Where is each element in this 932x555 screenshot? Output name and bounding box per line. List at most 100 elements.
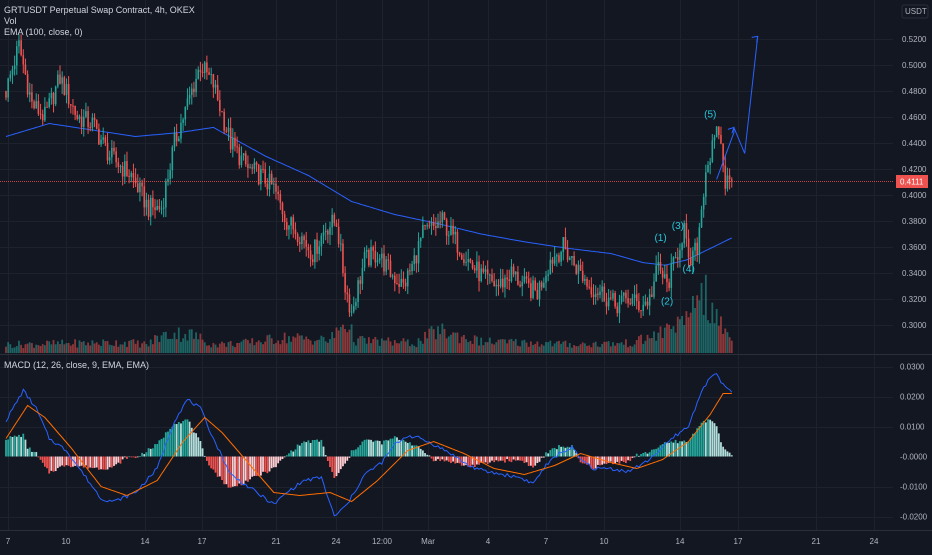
candle-body[interactable] [458, 252, 461, 255]
candle-body[interactable] [33, 101, 35, 109]
candle-body[interactable] [577, 264, 580, 274]
candle-body[interactable] [61, 77, 63, 84]
candle-body[interactable] [467, 259, 470, 262]
candle-body[interactable] [659, 261, 662, 271]
candle-body[interactable] [460, 254, 463, 260]
candle-body[interactable] [478, 261, 480, 282]
candle-body[interactable] [147, 199, 150, 217]
candle-body[interactable] [551, 259, 554, 264]
candle-body[interactable] [465, 261, 467, 263]
candle-body[interactable] [87, 111, 89, 127]
candle-body[interactable] [499, 278, 502, 287]
candle-body[interactable] [521, 282, 524, 287]
candle-body[interactable] [640, 310, 642, 312]
candle-body[interactable] [614, 293, 616, 307]
candle-body[interactable] [337, 226, 340, 244]
candle-body[interactable] [594, 293, 597, 298]
candle-body[interactable] [240, 155, 243, 165]
candle-body[interactable] [225, 130, 228, 132]
candle-body[interactable] [316, 239, 318, 254]
candle-body[interactable] [111, 147, 113, 158]
candle-body[interactable] [571, 256, 573, 258]
candle-body[interactable] [391, 275, 394, 277]
candle-body[interactable] [629, 303, 632, 305]
candle-body[interactable] [180, 122, 182, 139]
candle-body[interactable] [711, 140, 714, 162]
candle-body[interactable] [422, 224, 424, 238]
candle-body[interactable] [340, 243, 342, 245]
candle-body[interactable] [493, 280, 495, 287]
candle-body[interactable] [450, 225, 452, 236]
candle-body[interactable] [104, 137, 107, 143]
candle-body[interactable] [618, 301, 621, 314]
candle-body[interactable] [718, 126, 720, 135]
candle-body[interactable] [275, 183, 277, 192]
candle-body[interactable] [242, 153, 245, 156]
candle-body[interactable] [644, 301, 647, 305]
candle-body[interactable] [689, 257, 692, 265]
candle-body[interactable] [320, 235, 323, 247]
candle-body[interactable] [417, 241, 420, 264]
candle-body[interactable] [655, 265, 657, 282]
candle-body[interactable] [26, 74, 29, 95]
candle-body[interactable] [705, 172, 707, 197]
candle-body[interactable] [549, 259, 552, 275]
candle-body[interactable] [253, 162, 256, 169]
candle-body[interactable] [232, 137, 234, 150]
candle-body[interactable] [538, 282, 541, 300]
candle-body[interactable] [370, 246, 372, 266]
candle-body[interactable] [668, 282, 670, 288]
candle-body[interactable] [247, 164, 249, 169]
candle-body[interactable] [672, 257, 675, 264]
candle-body[interactable] [18, 40, 20, 47]
candle-body[interactable] [9, 74, 12, 79]
candle-body[interactable] [437, 221, 439, 229]
candle-body[interactable] [547, 274, 549, 276]
candle-body[interactable] [283, 214, 286, 222]
candle-body[interactable] [646, 301, 649, 306]
candle-body[interactable] [484, 269, 487, 272]
candle-body[interactable] [525, 276, 528, 279]
candle-body[interactable] [249, 167, 251, 169]
candle-body[interactable] [24, 64, 27, 75]
candle-body[interactable] [622, 292, 625, 296]
candle-body[interactable] [404, 282, 407, 287]
candle-body[interactable] [523, 276, 526, 283]
candlesticks[interactable] [5, 34, 733, 324]
candle-body[interactable] [409, 270, 411, 272]
candle-body[interactable] [344, 273, 346, 293]
candle-body[interactable] [653, 281, 655, 297]
candle-body[interactable] [584, 279, 586, 281]
candle-body[interactable] [612, 293, 614, 299]
candle-body[interactable] [93, 117, 96, 121]
candle-body[interactable] [130, 173, 133, 177]
candle-body[interactable] [223, 111, 225, 131]
candle-body[interactable] [171, 147, 174, 171]
candle-body[interactable] [638, 301, 640, 311]
candle-body[interactable] [700, 209, 703, 228]
candle-body[interactable] [473, 268, 476, 271]
candle-body[interactable] [279, 193, 282, 203]
candle-body[interactable] [359, 280, 362, 284]
candle-body[interactable] [398, 283, 400, 287]
candle-body[interactable] [715, 126, 718, 138]
candle-body[interactable] [78, 116, 81, 119]
candle-body[interactable] [335, 223, 338, 227]
macd-pane[interactable] [5, 373, 733, 517]
candle-body[interactable] [448, 235, 450, 237]
candle-body[interactable] [167, 178, 169, 182]
candle-body[interactable] [346, 292, 349, 295]
candle-body[interactable] [152, 197, 154, 208]
candle-body[interactable] [415, 255, 418, 264]
candle-body[interactable] [430, 222, 433, 226]
candle-body[interactable] [396, 283, 398, 285]
candle-body[interactable] [327, 230, 329, 235]
candle-body[interactable] [352, 306, 355, 312]
candle-body[interactable] [651, 294, 653, 297]
candle-body[interactable] [227, 127, 230, 132]
candle-body[interactable] [324, 230, 327, 233]
candle-body[interactable] [586, 279, 588, 287]
candle-body[interactable] [190, 88, 193, 95]
candle-body[interactable] [108, 157, 111, 161]
